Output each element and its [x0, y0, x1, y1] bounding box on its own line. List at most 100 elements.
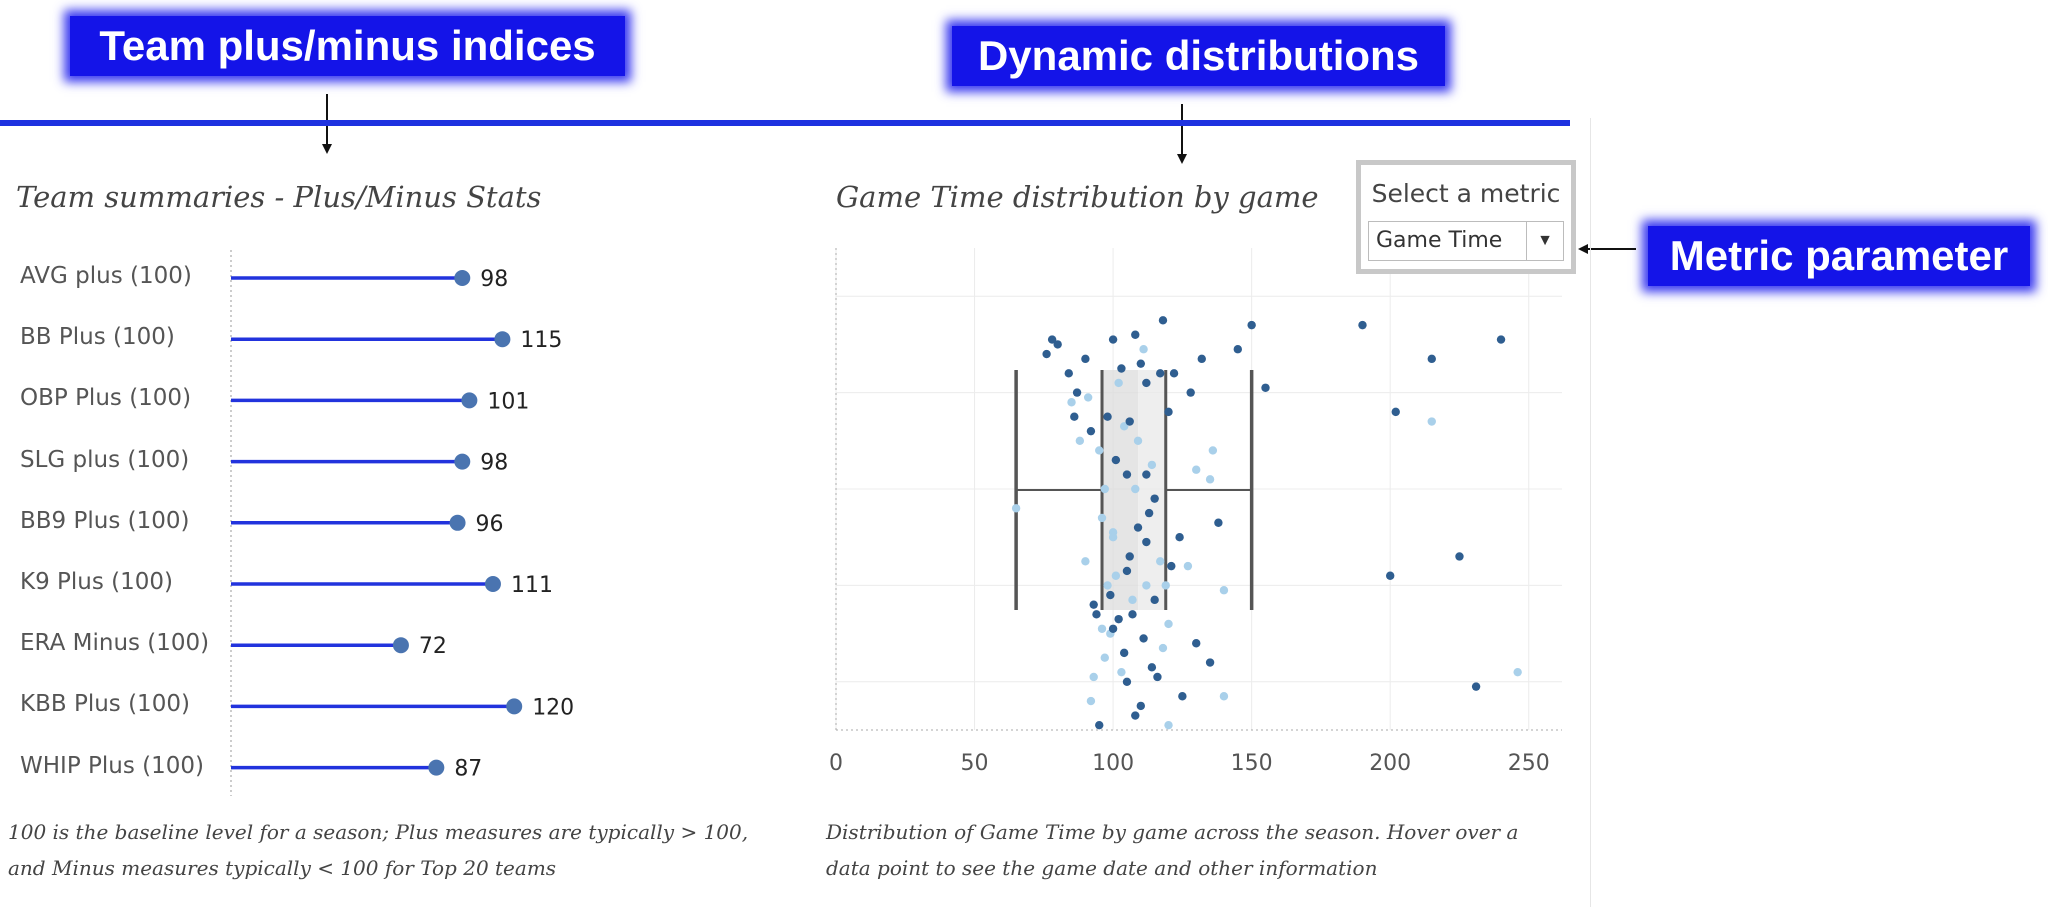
game-data-point[interactable] [1081, 354, 1090, 364]
game-data-point[interactable] [1183, 561, 1193, 571]
game-data-point[interactable] [1192, 465, 1201, 474]
game-data-point[interactable] [1103, 581, 1112, 590]
game-data-point[interactable] [1133, 436, 1143, 445]
game-data-point[interactable] [1103, 412, 1112, 421]
game-data-point[interactable] [1047, 335, 1057, 344]
game-data-point[interactable] [1144, 508, 1154, 518]
lollipop-dot[interactable] [484, 576, 501, 592]
game-data-point[interactable] [1122, 566, 1132, 576]
game-data-point[interactable] [1219, 586, 1229, 595]
lollipop-dot[interactable] [461, 392, 478, 409]
lollipop-dot[interactable] [454, 270, 471, 286]
game-data-point[interactable] [1089, 600, 1098, 609]
game-data-point[interactable] [1117, 364, 1126, 373]
game-data-point[interactable] [1391, 407, 1400, 417]
game-data-point[interactable] [1119, 648, 1129, 658]
game-data-point[interactable] [1175, 533, 1184, 542]
game-data-point[interactable] [1247, 320, 1256, 330]
game-data-point[interactable] [1385, 571, 1395, 580]
game-data-point[interactable] [1097, 513, 1107, 523]
game-data-point[interactable] [1131, 330, 1140, 339]
game-data-point[interactable] [1114, 378, 1123, 388]
game-data-point[interactable] [1471, 682, 1481, 691]
game-data-point[interactable] [1086, 696, 1096, 706]
game-data-point[interactable] [1081, 557, 1090, 566]
game-data-point[interactable] [1178, 692, 1187, 701]
game-data-point[interactable] [1197, 354, 1206, 364]
game-data-point[interactable] [1095, 446, 1104, 455]
game-data-point[interactable] [1164, 619, 1173, 629]
game-data-point[interactable] [1106, 590, 1115, 600]
game-data-point[interactable] [1136, 701, 1146, 711]
game-data-point[interactable] [1142, 378, 1151, 388]
game-data-point[interactable] [1164, 407, 1173, 417]
game-data-point[interactable] [1111, 571, 1121, 580]
lollipop-dot[interactable] [392, 637, 409, 654]
game-data-point[interactable] [1083, 393, 1093, 402]
game-data-point[interactable] [1072, 388, 1082, 397]
game-data-point[interactable] [1131, 484, 1140, 494]
game-data-point[interactable] [1150, 494, 1159, 503]
game-data-point[interactable] [1108, 624, 1118, 633]
game-data-point[interactable] [1496, 335, 1506, 344]
game-data-point[interactable] [1208, 446, 1218, 455]
game-data-point[interactable] [1142, 581, 1151, 590]
game-data-point[interactable] [1358, 320, 1367, 330]
game-data-point[interactable] [1064, 369, 1073, 378]
game-data-point[interactable] [1150, 595, 1159, 605]
game-data-point[interactable] [1164, 720, 1173, 730]
game-data-point[interactable] [1122, 470, 1132, 479]
metric-dropdown[interactable]: Game Time ▼ [1368, 221, 1564, 261]
game-data-point[interactable] [1261, 383, 1270, 392]
lollipop-dot[interactable] [449, 514, 466, 531]
game-data-point[interactable] [1053, 340, 1062, 349]
game-data-point[interactable] [1167, 561, 1176, 571]
game-data-point[interactable] [1158, 643, 1168, 653]
game-data-point[interactable] [1513, 667, 1522, 677]
game-data-point[interactable] [1142, 470, 1151, 479]
game-data-point[interactable] [1142, 537, 1151, 547]
game-data-point[interactable] [1131, 711, 1140, 720]
game-data-point[interactable] [1108, 335, 1118, 344]
chevron-down-icon[interactable]: ▼ [1526, 222, 1563, 260]
game-data-point[interactable] [1156, 557, 1165, 566]
lollipop-dot[interactable] [494, 331, 511, 348]
game-data-point[interactable] [1095, 720, 1104, 730]
game-data-point[interactable] [1153, 672, 1162, 682]
game-data-point[interactable] [1139, 345, 1148, 354]
game-time-distribution-chart[interactable]: 0 50 100 150 200 250 [826, 240, 1586, 790]
game-data-point[interactable] [1122, 677, 1132, 686]
lollipop-dot[interactable] [454, 453, 471, 470]
game-data-point[interactable] [1427, 354, 1436, 364]
game-data-point[interactable] [1075, 436, 1085, 445]
game-data-point[interactable] [1192, 639, 1201, 648]
game-data-point[interactable] [1214, 518, 1223, 527]
game-data-point[interactable] [1147, 460, 1157, 470]
game-data-point[interactable] [1186, 388, 1195, 397]
game-data-point[interactable] [1156, 369, 1165, 378]
game-data-point[interactable] [1067, 398, 1076, 407]
game-data-point[interactable] [1108, 533, 1118, 542]
game-data-point[interactable] [1086, 426, 1096, 436]
game-data-point[interactable] [1114, 614, 1123, 624]
game-data-point[interactable] [1100, 484, 1109, 494]
game-data-point[interactable] [1089, 672, 1098, 682]
game-data-point[interactable] [1100, 653, 1109, 662]
game-data-point[interactable] [1125, 417, 1134, 426]
game-data-point[interactable] [1169, 369, 1179, 378]
game-data-point[interactable] [1219, 692, 1229, 701]
game-data-point[interactable] [1161, 581, 1170, 590]
game-data-point[interactable] [1427, 417, 1436, 426]
game-data-point[interactable] [1125, 552, 1134, 561]
game-data-point[interactable] [1092, 610, 1101, 619]
game-data-point[interactable] [1139, 634, 1148, 643]
game-data-point[interactable] [1233, 345, 1242, 354]
game-data-point[interactable] [1119, 422, 1129, 431]
game-data-point[interactable] [1128, 595, 1137, 605]
game-data-point[interactable] [1136, 359, 1146, 368]
lollipop-dot[interactable] [506, 698, 523, 715]
game-data-point[interactable] [1133, 523, 1143, 532]
game-data-point[interactable] [1205, 658, 1215, 667]
game-data-point[interactable] [1111, 455, 1121, 465]
game-data-point[interactable] [1158, 316, 1168, 325]
